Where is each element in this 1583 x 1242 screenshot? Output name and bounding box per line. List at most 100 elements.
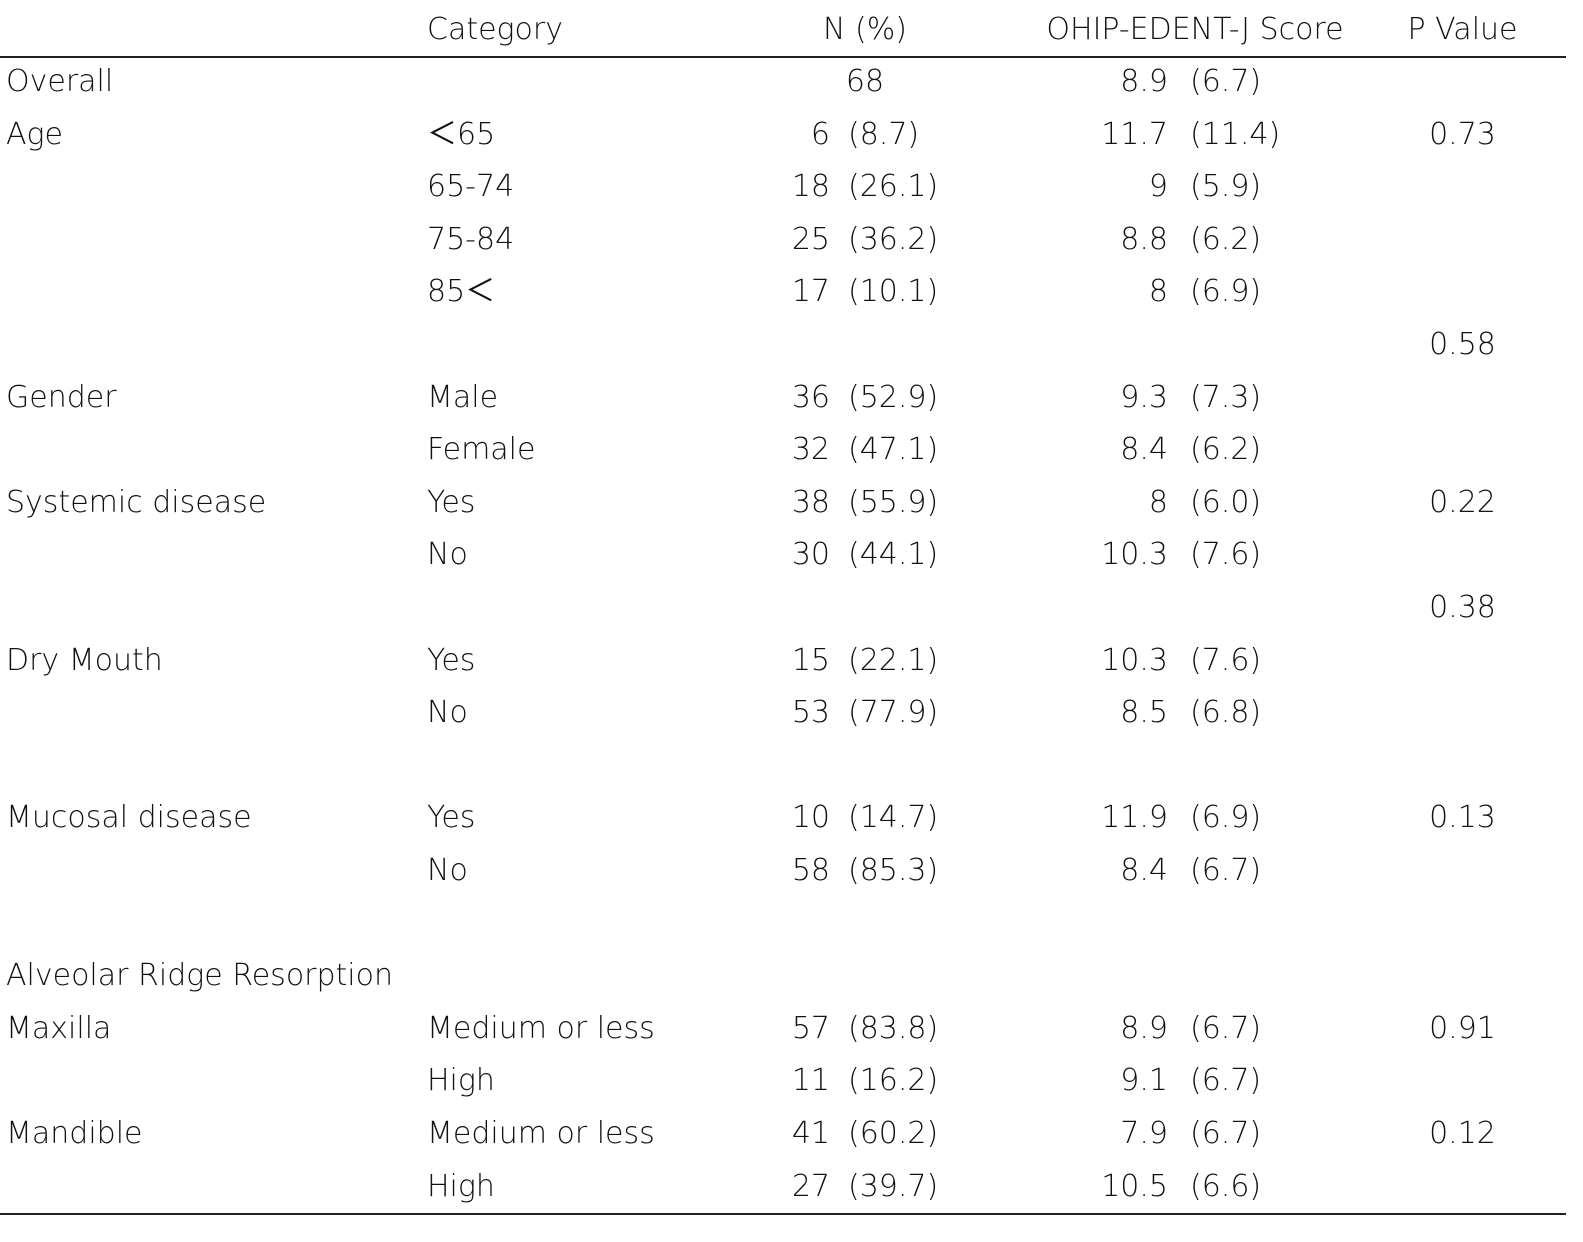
row-score-mean: 8.4: [1120, 432, 1168, 467]
row-percent: (39.7): [848, 1169, 939, 1204]
row-category: No: [427, 853, 468, 888]
row-n: 15: [791, 643, 830, 678]
row-score: 11.9 (6.9): [1090, 800, 1310, 836]
row-score-mean: 9.3: [1120, 380, 1168, 415]
row-n-percent: [770, 906, 940, 942]
row-n: 30: [791, 537, 830, 572]
row-score-sd: (7.6): [1190, 643, 1262, 678]
row-category: High: [427, 1063, 495, 1098]
row-n-percent: 15 (22.1): [770, 643, 940, 679]
row-score-mean: 10.5: [1101, 1169, 1168, 1204]
row-score-mean: 8.5: [1120, 695, 1168, 730]
row-score-sd: (6.7): [1190, 1116, 1262, 1151]
row-percent: (85.3): [848, 853, 939, 888]
row-percent: (44.1): [848, 537, 939, 572]
row-category: Female: [427, 432, 536, 467]
row-score-sd: (6.7): [1190, 1063, 1262, 1098]
row-score-sd: (6.7): [1190, 853, 1262, 888]
row-score-mean: 9.1: [1120, 1063, 1168, 1098]
row-n-percent: [770, 327, 940, 363]
row-score: 8 (6.9): [1090, 274, 1310, 310]
row-n: 17: [791, 274, 830, 309]
row-p-value: [1400, 537, 1525, 573]
row-n-percent: 53 (77.9): [770, 695, 940, 731]
row-n-percent: [770, 958, 940, 994]
row-n-percent: 17 (10.1): [770, 274, 940, 310]
row-score-sd: (7.6): [1190, 537, 1262, 572]
row-category: Yes: [427, 485, 476, 520]
row-label: Systemic disease: [6, 485, 267, 520]
row-n-percent: 27 (39.7): [770, 1169, 940, 1205]
row-score-mean: 8.4: [1120, 853, 1168, 888]
row-score: 9.1 (6.7): [1090, 1063, 1310, 1099]
row-percent: (22.1): [848, 643, 939, 678]
row-n-percent: 58 (85.3): [770, 853, 940, 889]
row-p-value: [1400, 958, 1525, 994]
row-score: 9 (5.9): [1090, 169, 1310, 205]
row-score: [1090, 906, 1310, 942]
row-n-percent: 36 (52.9): [770, 380, 940, 416]
row-category: Medium or less: [427, 1011, 655, 1046]
row-p-value: [1400, 643, 1525, 679]
row-category: 85＜: [427, 274, 496, 309]
header-rule: [0, 56, 1566, 58]
row-percent: (60.2): [848, 1116, 939, 1151]
header-p-value: P Value: [1407, 12, 1518, 47]
row-label: Dry Mouth: [6, 643, 163, 678]
row-n: 57: [791, 1011, 830, 1046]
row-percent: (55.9): [848, 485, 939, 520]
row-score: 10.3 (7.6): [1090, 537, 1310, 573]
row-score-mean: 8: [1148, 485, 1168, 520]
row-p-value: 0.38: [1429, 590, 1496, 625]
row-n-percent: 25 (36.2): [770, 222, 940, 258]
row-p-value: 0.58: [1429, 327, 1496, 362]
row-score: 7.9 (6.7): [1090, 1116, 1310, 1152]
row-category: No: [427, 537, 468, 572]
row-score-mean: 8.9: [1120, 64, 1168, 99]
row-n-percent: 11 (16.2): [770, 1063, 940, 1099]
row-n-percent: 6 (8.7): [770, 117, 940, 153]
row-score-sd: (6.8): [1190, 695, 1262, 730]
row-category: High: [427, 1169, 495, 1204]
row-n-percent: 10 (14.7): [770, 800, 940, 836]
row-score: 11.7 (11.4): [1090, 117, 1310, 153]
row-score: 8.4 (6.2): [1090, 432, 1310, 468]
row-n: 58: [791, 853, 830, 888]
row-n: 27: [791, 1169, 830, 1204]
row-score: [1090, 327, 1310, 363]
row-score-sd: (6.9): [1190, 274, 1262, 309]
row-p-value: [1400, 695, 1525, 731]
row-label: Mandible: [6, 1116, 143, 1151]
row-category: 75-84: [427, 222, 515, 257]
row-percent: (36.2): [848, 222, 939, 257]
row-category: ＜65: [427, 117, 496, 152]
row-p-value: [1400, 1063, 1525, 1099]
row-score: [1090, 958, 1310, 994]
row-p-value: [1400, 906, 1525, 942]
row-p-value: [1400, 432, 1525, 468]
row-n-percent: 41 (60.2): [770, 1116, 940, 1152]
header-category: Category: [427, 12, 563, 47]
row-score-sd: (6.9): [1190, 800, 1262, 835]
row-n-percent: 32 (47.1): [770, 432, 940, 468]
row-label: Maxilla: [6, 1011, 112, 1046]
row-category: 65-74: [427, 169, 515, 204]
row-n: 32: [791, 432, 830, 467]
row-percent: (14.7): [848, 800, 939, 835]
row-p-value: [1400, 274, 1525, 310]
row-score: 8.9 (6.7): [1090, 1011, 1310, 1047]
row-p-value: 0.12: [1429, 1116, 1496, 1151]
row-n: 10: [791, 800, 830, 835]
row-category: Medium or less: [427, 1116, 655, 1151]
row-score: 8.5 (6.8): [1090, 695, 1310, 731]
row-percent: (52.9): [848, 380, 939, 415]
row-score: [1090, 590, 1310, 626]
row-n-percent: 18 (26.1): [770, 169, 940, 205]
row-score-mean: 7.9: [1120, 1116, 1168, 1151]
row-n: 41: [791, 1116, 830, 1151]
row-n: 18: [791, 169, 830, 204]
bottom-rule: [0, 1213, 1566, 1215]
row-score-sd: (6.7): [1190, 64, 1262, 99]
row-n: 38: [791, 485, 830, 520]
row-category: Yes: [427, 800, 476, 835]
